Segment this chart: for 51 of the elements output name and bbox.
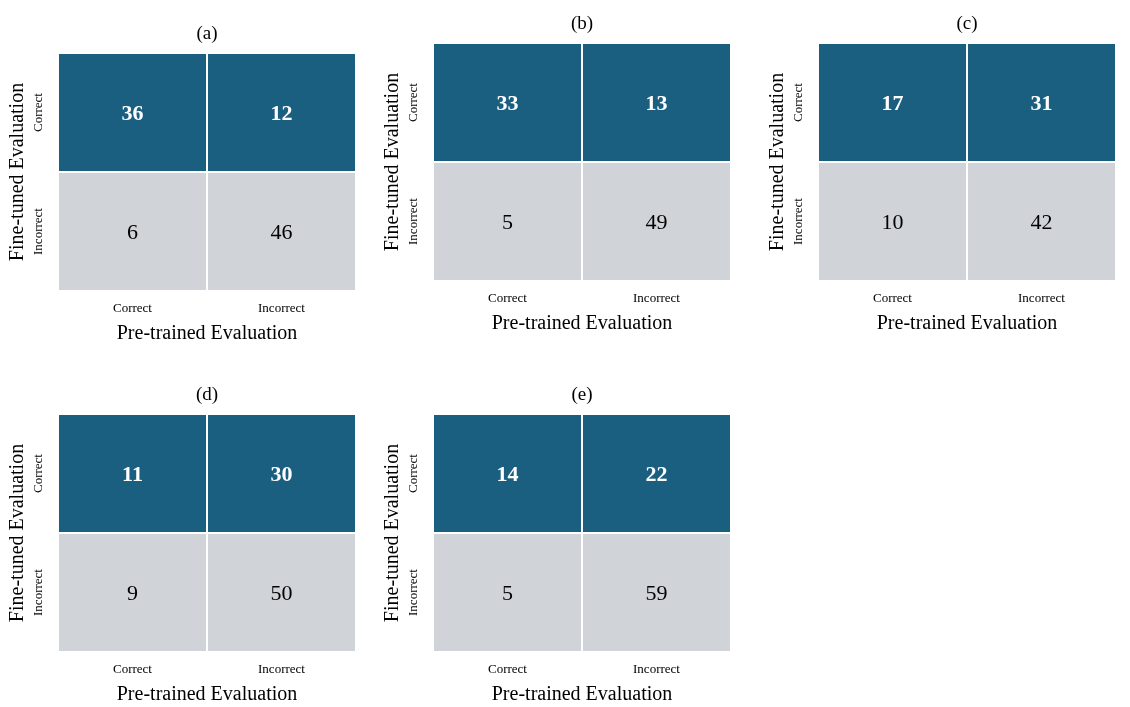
y-axis-title: Fine-tuned Evaluation: [380, 443, 403, 623]
x-axis-title: Pre-trained Evaluation: [491, 311, 673, 333]
y-tick-label: Incorrect: [405, 197, 420, 245]
data-label: 46: [270, 219, 293, 244]
data-label: 5: [502, 580, 513, 605]
chart-title: (c): [955, 11, 979, 35]
x-axis-title: Pre-trained Evaluation: [491, 682, 673, 704]
y-axis-title: Fine-tuned Evaluation: [765, 72, 788, 252]
y-axis-title: Fine-tuned Evaluation: [5, 443, 28, 623]
chart-title: (d): [194, 382, 220, 406]
x-tick-label: Correct: [488, 661, 528, 677]
x-axis-title: Pre-trained Evaluation: [116, 682, 298, 704]
y-tick-label: Incorrect: [30, 207, 45, 255]
chart-title: (e): [570, 382, 594, 406]
data-label: 36: [121, 100, 144, 125]
x-tick-label: Incorrect: [1018, 290, 1066, 306]
data-label: 13: [645, 90, 668, 115]
y-tick-label: Correct: [405, 82, 420, 122]
y-axis-title: Fine-tuned Evaluation: [380, 72, 403, 252]
x-tick-label: Incorrect: [258, 661, 306, 677]
data-label: 50: [270, 580, 293, 605]
data-label: 14: [496, 461, 519, 486]
chart-title: (b): [569, 11, 595, 35]
data-label: 10: [881, 209, 904, 234]
chart-title: (a): [195, 21, 219, 45]
data-label: 33: [496, 90, 519, 115]
x-tick-label: Incorrect: [633, 290, 681, 306]
y-tick-label: Correct: [405, 453, 420, 493]
y-tick-label: Correct: [30, 92, 45, 132]
data-label: 5: [502, 209, 513, 234]
data-label: 30: [270, 461, 293, 486]
x-axis-title: Pre-trained Evaluation: [876, 311, 1058, 333]
x-axis-title: Pre-trained Evaluation: [116, 321, 298, 343]
y-tick-label: Incorrect: [30, 568, 45, 616]
x-tick-label: Correct: [488, 290, 528, 306]
data-label: 11: [122, 461, 143, 486]
data-label: 49: [645, 209, 668, 234]
data-label: 6: [127, 219, 138, 244]
data-label: 9: [127, 580, 138, 605]
data-label: 12: [270, 100, 293, 125]
x-tick-label: Correct: [113, 661, 153, 677]
y-tick-label: Incorrect: [405, 568, 420, 616]
data-label: 59: [645, 580, 668, 605]
y-axis-title: Fine-tuned Evaluation: [5, 82, 28, 262]
data-label: 17: [881, 90, 904, 115]
x-tick-label: Correct: [873, 290, 913, 306]
x-tick-label: Incorrect: [633, 661, 681, 677]
y-tick-label: Correct: [30, 453, 45, 493]
data-label: 22: [645, 461, 668, 486]
data-label: 42: [1030, 209, 1053, 234]
data-label: 31: [1030, 90, 1053, 115]
